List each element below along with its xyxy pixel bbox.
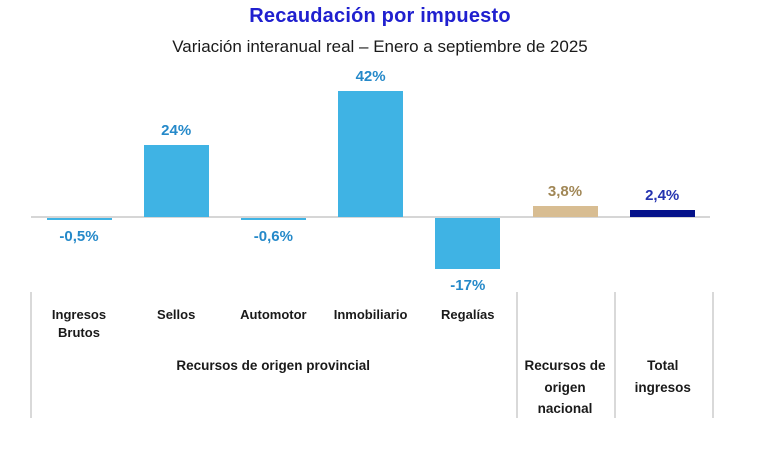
bar-sellos — [143, 145, 209, 217]
category-label: Inmobiliario — [333, 307, 408, 322]
bar-ingresos-brutos — [46, 218, 112, 220]
bar-nacional — [532, 205, 598, 217]
group-label-nacional: Recursos de origen nacional — [524, 358, 606, 417]
bar-value-label: 3,8% — [547, 182, 583, 200]
group-label-total: Total ingresos — [634, 358, 691, 395]
category-label: Regalías — [441, 307, 495, 322]
chart-title: Recaudación por impuesto — [249, 5, 511, 27]
bar-regalías — [435, 218, 501, 269]
bar-value-label: -0,6% — [253, 227, 293, 245]
group-divider — [712, 292, 714, 418]
bar-automotor — [240, 218, 306, 220]
group-label-provincial: Recursos de origen provincial — [176, 358, 370, 373]
bar-value-label: 42% — [355, 68, 386, 85]
bar-inmobiliario — [338, 91, 404, 217]
category-label: Automotor — [240, 307, 307, 322]
group-divider — [613, 292, 616, 418]
bar-value-label: -17% — [450, 277, 486, 294]
chart-subtitle: Variación interanual real – Enero a sept… — [172, 37, 588, 56]
bar-total — [629, 209, 695, 217]
category-label: Sellos — [157, 307, 196, 322]
group-divider — [30, 292, 32, 418]
x-axis-line — [31, 216, 710, 218]
bar-value-label: -0,5% — [59, 227, 99, 245]
category-label: Ingresos Brutos — [51, 307, 107, 341]
group-divider — [516, 292, 519, 418]
bar-value-label: 2,4% — [645, 186, 680, 204]
bar-value-label: 24% — [161, 122, 192, 139]
